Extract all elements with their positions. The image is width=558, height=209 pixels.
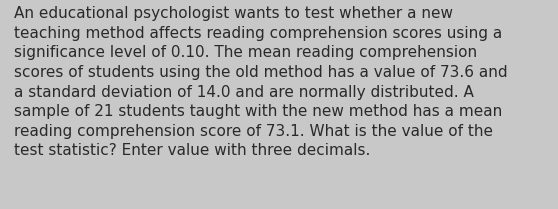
Text: An educational psychologist wants to test whether a new
teaching method affects : An educational psychologist wants to tes… xyxy=(14,6,508,158)
